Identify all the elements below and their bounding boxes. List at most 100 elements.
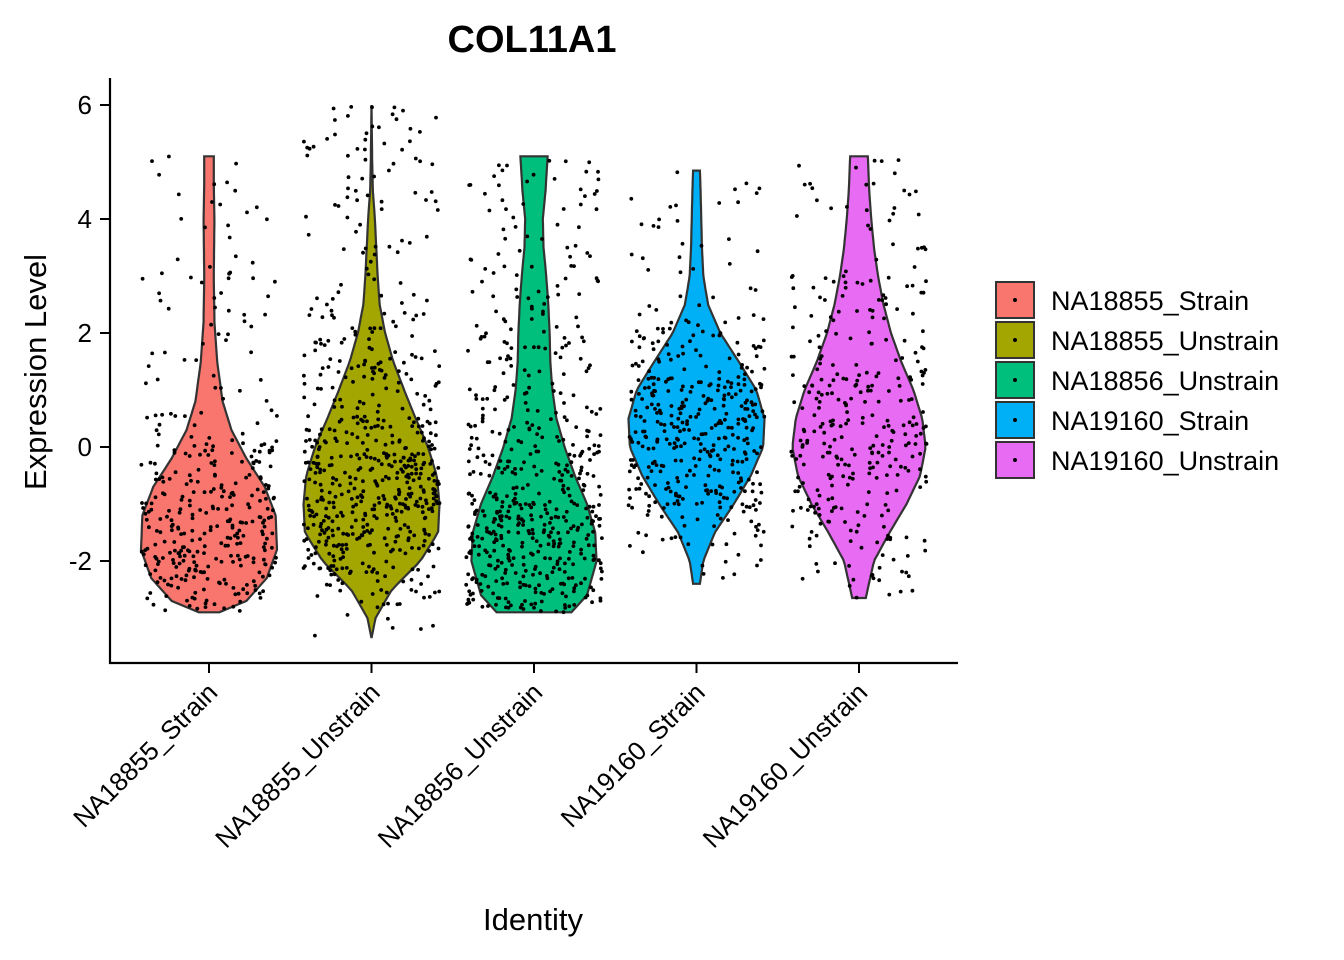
data-point bbox=[535, 432, 539, 436]
data-point bbox=[209, 461, 214, 465]
data-point bbox=[807, 544, 812, 549]
data-point bbox=[507, 558, 512, 563]
data-point bbox=[412, 533, 417, 538]
data-point bbox=[394, 324, 398, 329]
data-point bbox=[913, 350, 918, 355]
data-point bbox=[500, 576, 504, 581]
data-point bbox=[306, 232, 311, 237]
data-point bbox=[491, 591, 495, 596]
data-point bbox=[228, 536, 233, 541]
data-point bbox=[563, 603, 567, 607]
data-point bbox=[416, 504, 420, 509]
data-point bbox=[669, 404, 674, 408]
data-point bbox=[379, 207, 384, 212]
data-point bbox=[906, 441, 911, 445]
data-point bbox=[578, 187, 583, 192]
data-point bbox=[231, 560, 235, 564]
data-point bbox=[339, 510, 343, 515]
data-point bbox=[401, 502, 405, 506]
data-point bbox=[381, 418, 386, 423]
data-point bbox=[631, 458, 635, 462]
data-point bbox=[431, 496, 436, 501]
data-point bbox=[370, 569, 375, 574]
data-point bbox=[735, 459, 740, 464]
data-point bbox=[165, 514, 169, 519]
data-point bbox=[376, 458, 381, 463]
data-point bbox=[324, 506, 329, 511]
data-point bbox=[529, 317, 534, 321]
data-point bbox=[675, 499, 680, 503]
data-point bbox=[533, 586, 538, 591]
data-point bbox=[210, 448, 215, 453]
data-point bbox=[428, 431, 433, 436]
data-point bbox=[832, 437, 837, 442]
data-point bbox=[793, 489, 798, 494]
data-point bbox=[498, 459, 503, 463]
data-point bbox=[702, 447, 707, 452]
data-point bbox=[510, 470, 515, 475]
data-point bbox=[388, 504, 393, 509]
data-point bbox=[203, 601, 208, 606]
data-point bbox=[526, 373, 531, 378]
data-point bbox=[678, 535, 683, 540]
data-point bbox=[511, 486, 516, 491]
data-point bbox=[184, 482, 189, 486]
data-point bbox=[578, 202, 583, 207]
data-point bbox=[408, 529, 413, 534]
data-point bbox=[182, 358, 187, 362]
data-point bbox=[423, 515, 428, 520]
data-point bbox=[432, 479, 437, 483]
data-point bbox=[391, 161, 396, 166]
data-point bbox=[233, 533, 237, 538]
data-point bbox=[628, 544, 632, 548]
data-point bbox=[495, 564, 500, 569]
data-point bbox=[148, 460, 153, 465]
data-point bbox=[709, 398, 714, 403]
data-point bbox=[203, 448, 208, 453]
data-point bbox=[263, 562, 267, 566]
data-point bbox=[592, 557, 597, 561]
data-point bbox=[417, 476, 422, 481]
data-point bbox=[543, 503, 547, 507]
data-point bbox=[305, 496, 309, 501]
data-point bbox=[904, 570, 909, 575]
data-point bbox=[871, 443, 876, 448]
data-point bbox=[759, 445, 763, 450]
data-point bbox=[860, 421, 865, 425]
data-point bbox=[557, 567, 562, 572]
data-point bbox=[546, 533, 551, 538]
data-point bbox=[492, 548, 497, 553]
data-point bbox=[421, 488, 426, 492]
data-point bbox=[372, 326, 377, 331]
data-point bbox=[483, 574, 488, 579]
data-point bbox=[814, 562, 819, 566]
data-point bbox=[736, 552, 741, 557]
data-point bbox=[911, 415, 916, 420]
data-point bbox=[415, 430, 420, 435]
data-point bbox=[413, 454, 417, 459]
data-point bbox=[745, 441, 750, 446]
data-point bbox=[418, 159, 422, 164]
data-point bbox=[376, 423, 380, 428]
data-point bbox=[145, 415, 150, 420]
data-point bbox=[189, 478, 193, 483]
data-point bbox=[877, 578, 882, 583]
data-point bbox=[899, 464, 903, 469]
data-point bbox=[400, 238, 404, 243]
data-point bbox=[336, 204, 341, 208]
data-point bbox=[345, 532, 349, 537]
data-point bbox=[339, 340, 344, 345]
data-point bbox=[351, 380, 355, 384]
data-point bbox=[807, 390, 812, 395]
data-point bbox=[691, 333, 696, 338]
data-point bbox=[857, 373, 861, 377]
data-point bbox=[377, 125, 381, 130]
data-point bbox=[733, 392, 738, 397]
data-point bbox=[344, 547, 349, 551]
data-point bbox=[510, 563, 514, 567]
data-point bbox=[864, 182, 869, 187]
data-point bbox=[696, 323, 700, 328]
data-point bbox=[427, 549, 431, 553]
data-point bbox=[579, 551, 583, 556]
data-point bbox=[384, 559, 389, 564]
